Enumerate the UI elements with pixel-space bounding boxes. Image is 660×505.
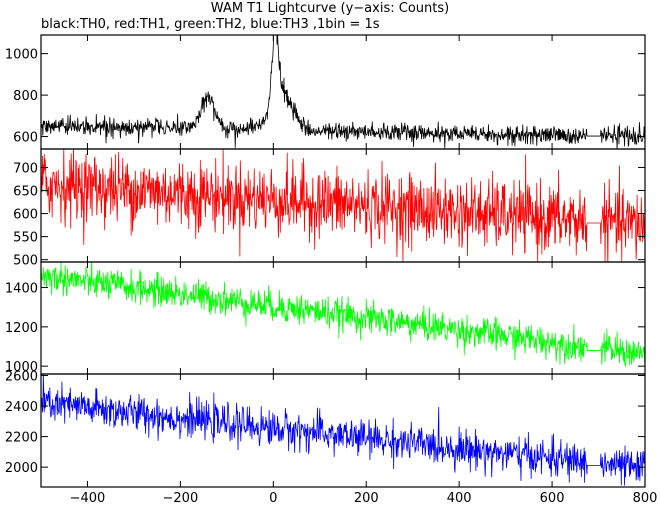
series-th2 — [41, 262, 645, 368]
panel-th2: 1000 1200 1400 — [5, 261, 646, 375]
y-tick-label: 550 — [13, 231, 38, 246]
x-tick-label: 600 — [540, 491, 565, 505]
y-tick-label: 2400 — [5, 400, 38, 415]
y-tick-label: 600 — [13, 208, 38, 223]
panel-frame — [40, 373, 646, 488]
chart-title: WAM T1 Lightcurve (y−axis: Counts) — [210, 1, 450, 16]
y-tick-label: 1200 — [5, 321, 38, 336]
y-tick-label: 1000 — [5, 48, 38, 63]
series-th0 — [41, 35, 645, 149]
y-tick-label: 2600 — [5, 370, 38, 385]
y-tick-label: 1400 — [5, 282, 38, 297]
x-tick-label: −400 — [70, 491, 106, 505]
series-th1 — [41, 149, 645, 262]
panel-th3: 2000 2200 2400 2600 — [5, 370, 646, 488]
x-tick-label: 400 — [447, 491, 472, 505]
panel-th0: 600 800 1000 — [5, 34, 646, 150]
chart-subtitle: black:TH0, red:TH1, green:TH2, blue:TH3 … — [41, 17, 380, 32]
y-tick-label: 800 — [13, 89, 38, 104]
y-tick-label: 1000 — [5, 360, 38, 375]
y-tick-label: 2200 — [5, 431, 38, 446]
y-tick-label: 600 — [13, 131, 38, 146]
x-tick-label: 800 — [633, 491, 658, 505]
x-tick-label: 0 — [269, 491, 277, 505]
x-tick-label: 200 — [354, 491, 379, 505]
series-th3 — [41, 374, 645, 486]
y-tick-label: 500 — [13, 254, 38, 269]
y-tick-label: 2000 — [5, 461, 38, 476]
y-tick-label: 650 — [13, 185, 38, 200]
y-tick-label: 700 — [13, 161, 38, 176]
x-tick-label: −200 — [163, 491, 199, 505]
panel-th1: 500 550 600 650 700 — [13, 148, 646, 269]
